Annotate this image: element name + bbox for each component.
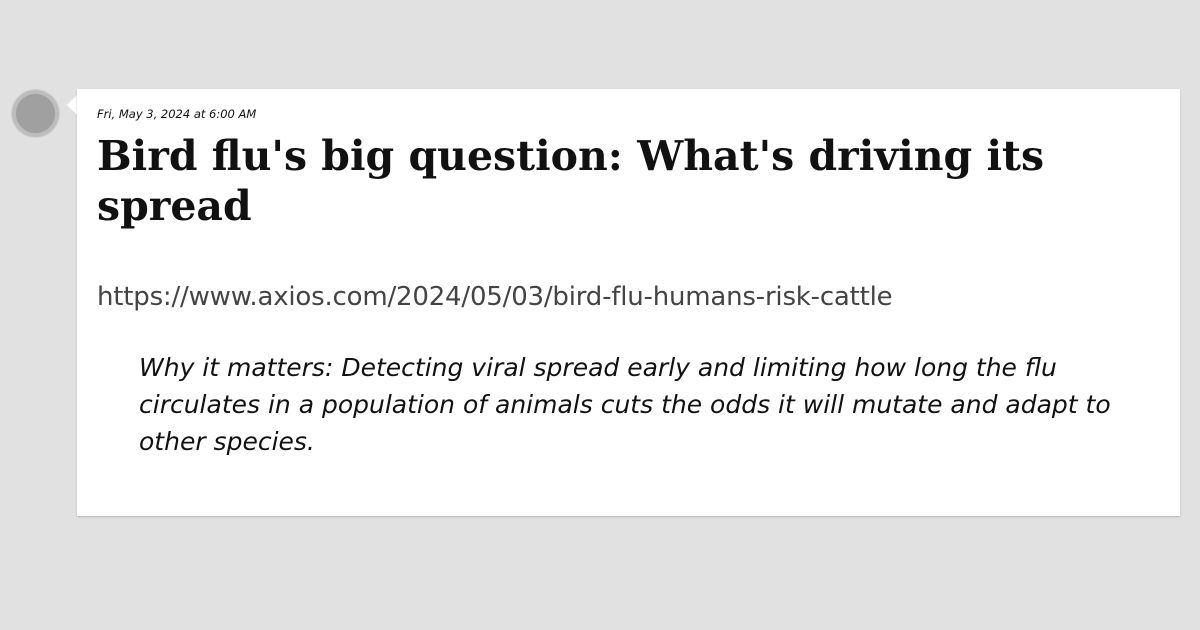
post-card: Fri, May 3, 2024 at 6:00 AM Bird flu's b…	[77, 89, 1180, 516]
avatar[interactable]	[12, 90, 59, 137]
post-url-link[interactable]: https://www.axios.com/2024/05/03/bird-fl…	[97, 282, 893, 312]
post-timestamp: Fri, May 3, 2024 at 6:00 AM	[97, 107, 257, 121]
card-pointer	[67, 95, 77, 115]
post-title: Bird flu's big question: What's driving …	[97, 132, 1045, 230]
post-excerpt: Why it matters: Detecting viral spread e…	[139, 353, 1111, 456]
